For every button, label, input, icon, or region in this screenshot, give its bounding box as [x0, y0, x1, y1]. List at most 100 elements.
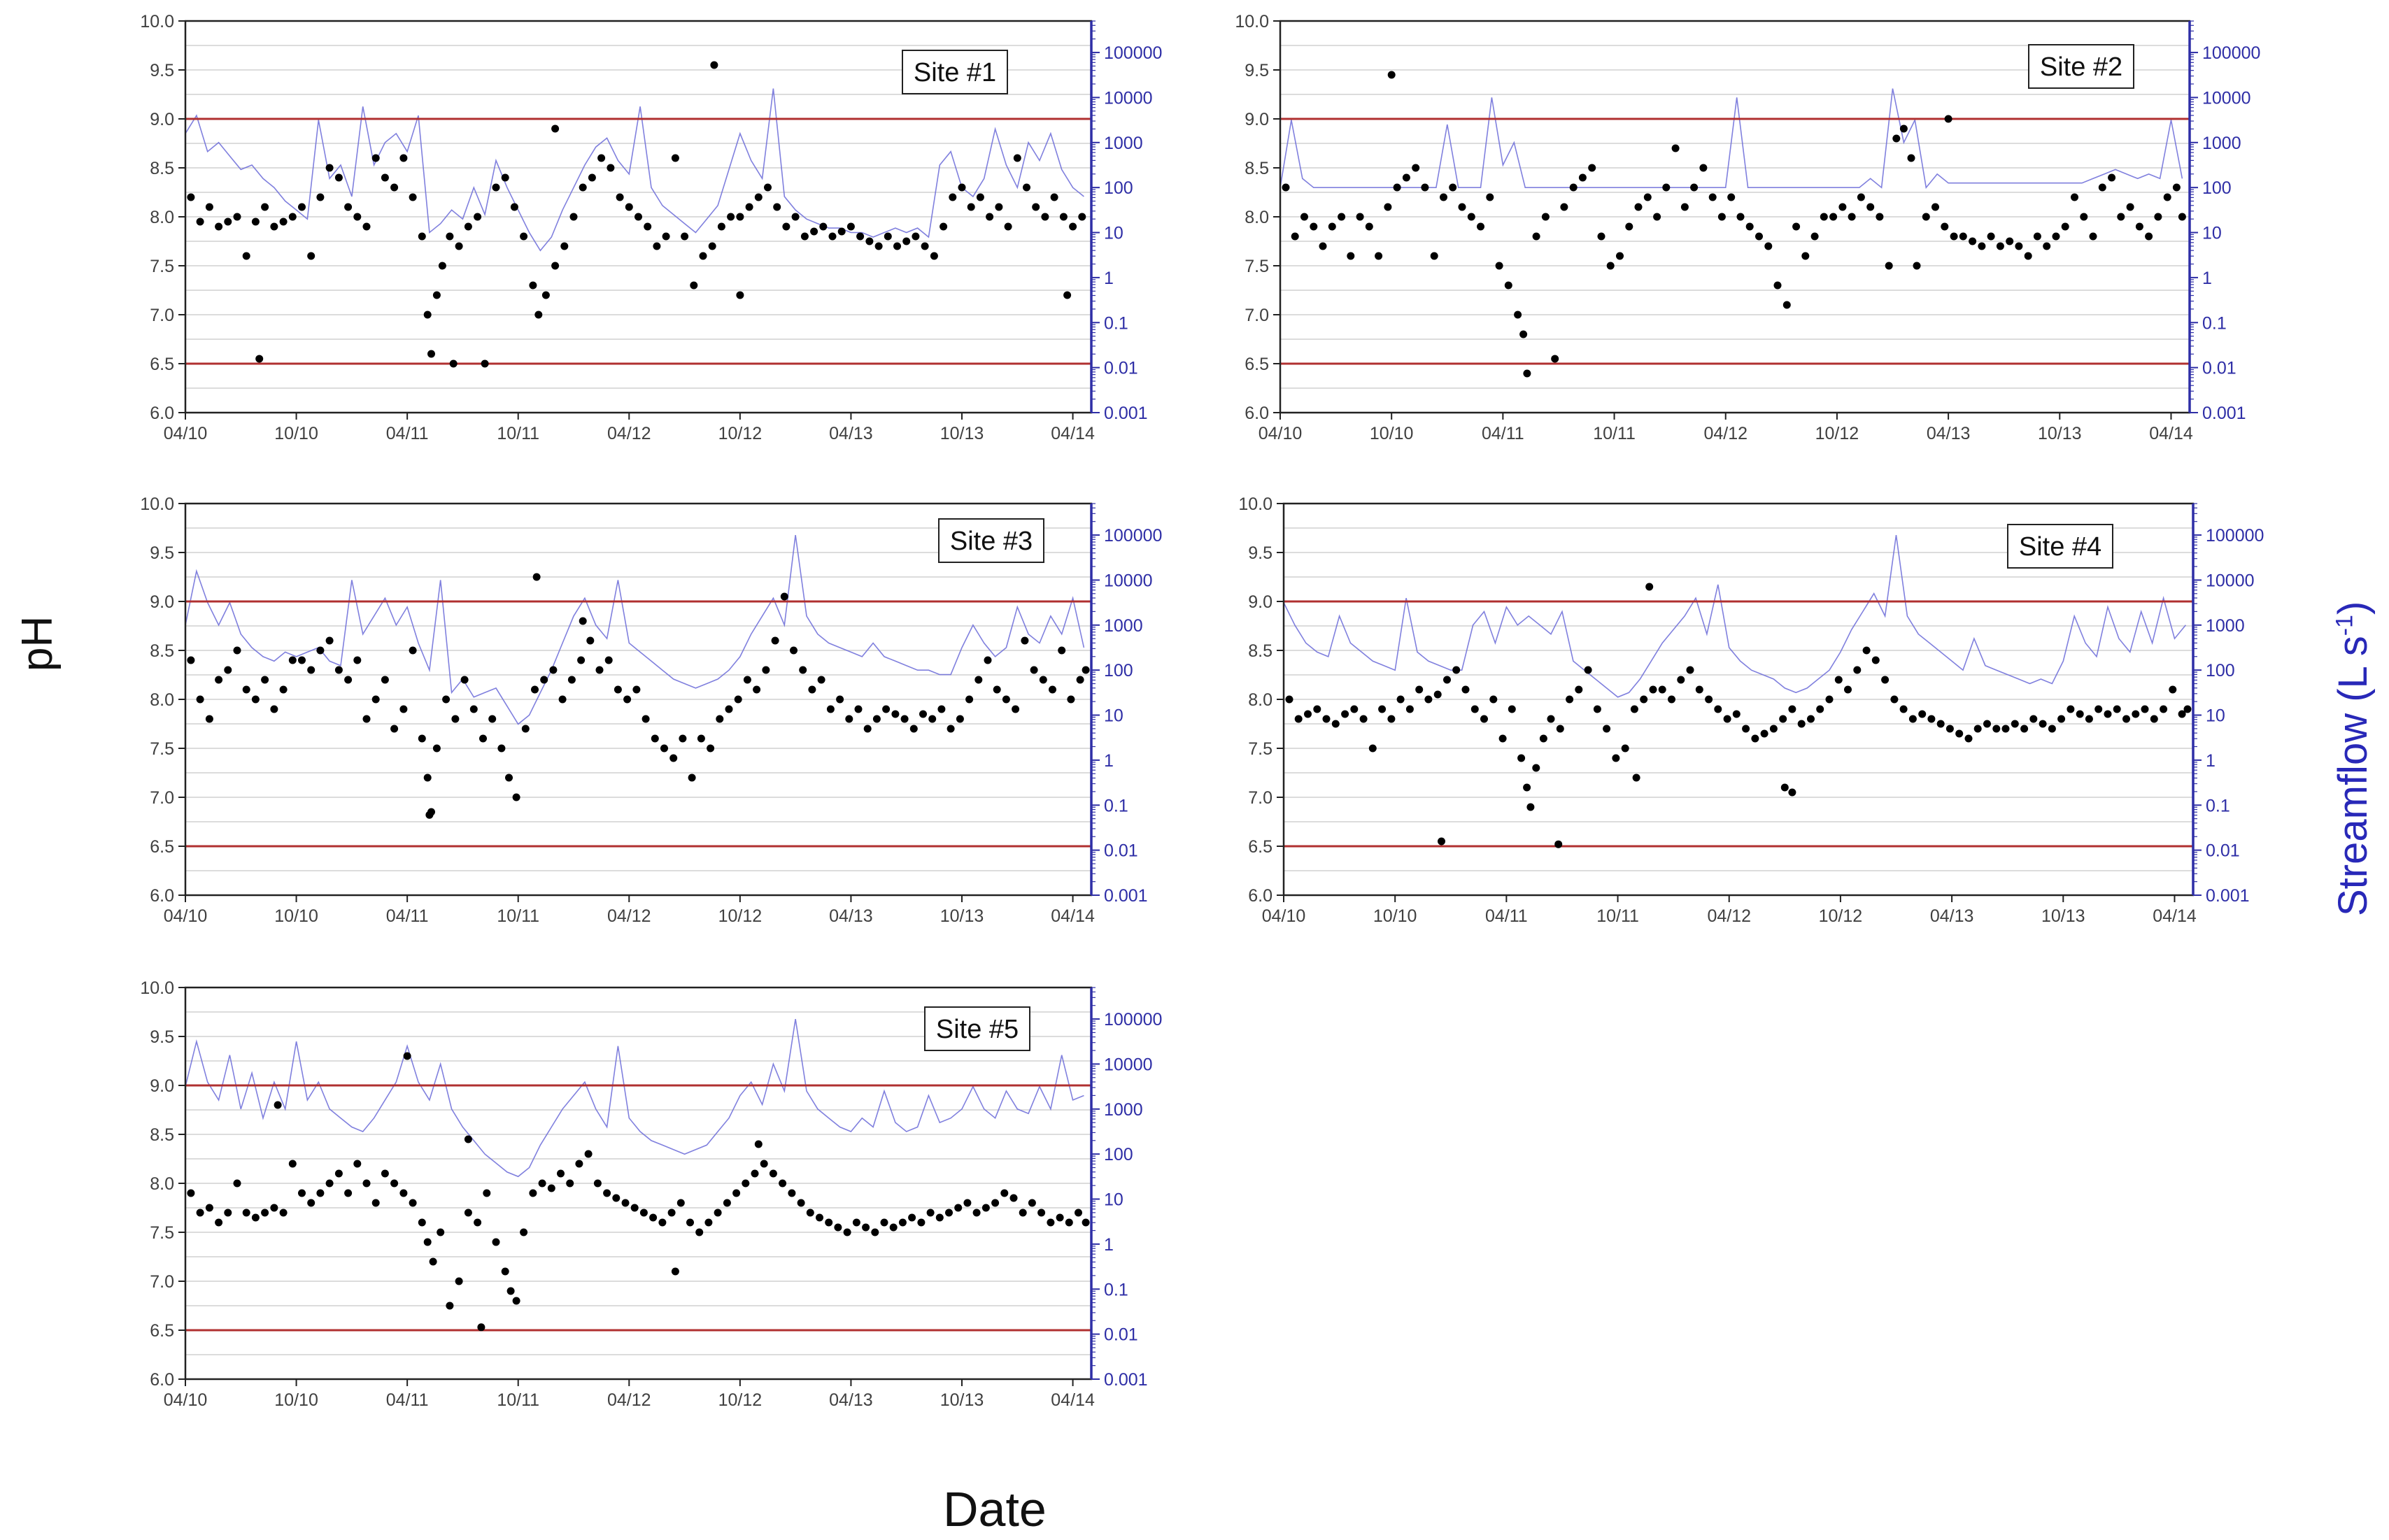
ph-point [732, 1189, 741, 1197]
x-tick-label: 04/10 [1259, 424, 1303, 443]
y2-tick-label: 100000 [1104, 526, 1162, 546]
ph-point [644, 222, 652, 231]
ph-point [1495, 262, 1503, 270]
ph-point [1039, 676, 1047, 684]
ph-point [902, 237, 911, 245]
ph-point [288, 213, 297, 221]
ph-point [974, 676, 983, 684]
ph-point [736, 213, 744, 221]
ph-point [727, 213, 735, 221]
y2-tick-label: 1 [2206, 751, 2216, 771]
ph-point [233, 213, 241, 221]
ph-point [1341, 710, 1349, 718]
y-tick-label: 8.0 [150, 208, 174, 227]
ph-point [1393, 183, 1401, 192]
ph-point [520, 1228, 528, 1236]
ph-point [497, 744, 506, 753]
ph-point [469, 705, 478, 713]
ph-point [856, 232, 865, 241]
y-tick-label: 6.0 [1245, 404, 1269, 423]
streamflow-title-end: ) [2330, 601, 2376, 615]
ph-point [2183, 705, 2192, 713]
y-tick-label: 6.5 [150, 355, 174, 374]
ph-point [2104, 710, 2112, 718]
ph-point [353, 656, 362, 664]
streamflow-series [185, 88, 1084, 252]
ph-point [423, 311, 432, 319]
ph-point [984, 656, 992, 664]
ph-point [1526, 803, 1535, 811]
ph-point [1918, 710, 1927, 718]
ph-point [828, 232, 837, 241]
ph-point [2048, 725, 2056, 733]
ph-point [2150, 715, 2158, 723]
ph-point [477, 1323, 485, 1332]
ph-point [660, 744, 668, 753]
ph-point [390, 183, 399, 192]
ph-point [679, 734, 687, 743]
y2-tick-label: 1000 [1104, 134, 1143, 153]
ph-point [1430, 252, 1438, 260]
ph-point [242, 1209, 250, 1217]
ph-point [806, 1209, 814, 1217]
ph-point [1810, 232, 1819, 241]
ph-point [1313, 705, 1321, 713]
ph-point [799, 666, 807, 674]
ph-point [425, 811, 434, 819]
y-tick-label: 9.5 [150, 1027, 174, 1047]
ph-point [1881, 676, 1890, 684]
ph-point [773, 203, 781, 211]
ph-point [362, 715, 371, 723]
ph-point [1866, 203, 1875, 211]
ph-point [1662, 183, 1671, 192]
y-tick-label: 7.5 [1245, 257, 1269, 276]
ph-point [862, 1223, 870, 1232]
ph-point [616, 193, 624, 201]
ph-point [474, 213, 482, 221]
ph-point [667, 1209, 676, 1217]
ph-point [688, 773, 696, 782]
ph-point [1606, 262, 1615, 270]
ph-point [492, 183, 500, 192]
ph-point [940, 222, 948, 231]
x-tick-label: 10/13 [940, 424, 984, 443]
ph-point [390, 1179, 399, 1188]
y2-tick-label: 100000 [2202, 43, 2260, 63]
ph-point [1547, 715, 1555, 723]
y-tick-label: 6.5 [150, 837, 174, 857]
ph-point [1440, 193, 1447, 201]
ph-point [423, 1238, 432, 1246]
ph-point [1551, 355, 1559, 363]
ph-point [991, 1199, 1000, 1207]
y-tick-label: 7.0 [150, 1272, 174, 1292]
x-tick-label: 10/13 [2041, 906, 2085, 926]
ph-point [671, 154, 679, 162]
x-tick-label: 04/14 [2149, 424, 2193, 443]
ph-point [651, 734, 659, 743]
ph-point [669, 754, 678, 762]
ph-point [1028, 1199, 1036, 1207]
ph-point [1359, 715, 1368, 723]
ph-point [2154, 213, 2162, 221]
ph-point [438, 262, 446, 270]
ph-point [1969, 237, 1977, 245]
ph-point [956, 715, 964, 723]
ph-point [446, 1302, 454, 1310]
y2-tick-label: 10000 [2206, 571, 2255, 590]
streamflow-series [185, 534, 1085, 725]
ph-point [1338, 213, 1346, 221]
ph-point [1331, 720, 1340, 728]
y2-tick-label: 100 [2202, 178, 2232, 198]
ph-point [917, 1218, 926, 1227]
ph-point [707, 744, 715, 753]
y2-tick-label: 0.001 [2206, 886, 2250, 906]
ph-point [2172, 183, 2181, 192]
ph-point [2094, 705, 2103, 713]
ph-point [1000, 1189, 1009, 1197]
ph-point [846, 222, 855, 231]
ph-point [764, 183, 772, 192]
ph-point [2043, 242, 2051, 250]
y2-tick-label: 10000 [1104, 571, 1153, 590]
